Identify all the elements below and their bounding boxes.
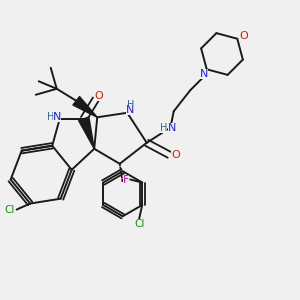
Text: N: N [168, 123, 176, 133]
Text: N: N [200, 69, 208, 79]
Text: H: H [127, 100, 134, 110]
Text: O: O [239, 31, 248, 41]
Text: N: N [52, 112, 61, 122]
Text: Cl: Cl [4, 205, 14, 214]
Text: O: O [172, 150, 180, 160]
Text: H: H [47, 112, 54, 122]
Text: H: H [160, 123, 167, 133]
Text: O: O [94, 91, 103, 101]
Text: F: F [122, 175, 129, 184]
Polygon shape [79, 117, 94, 149]
Text: N: N [126, 105, 134, 115]
Text: Cl: Cl [134, 219, 144, 229]
Polygon shape [73, 97, 97, 117]
